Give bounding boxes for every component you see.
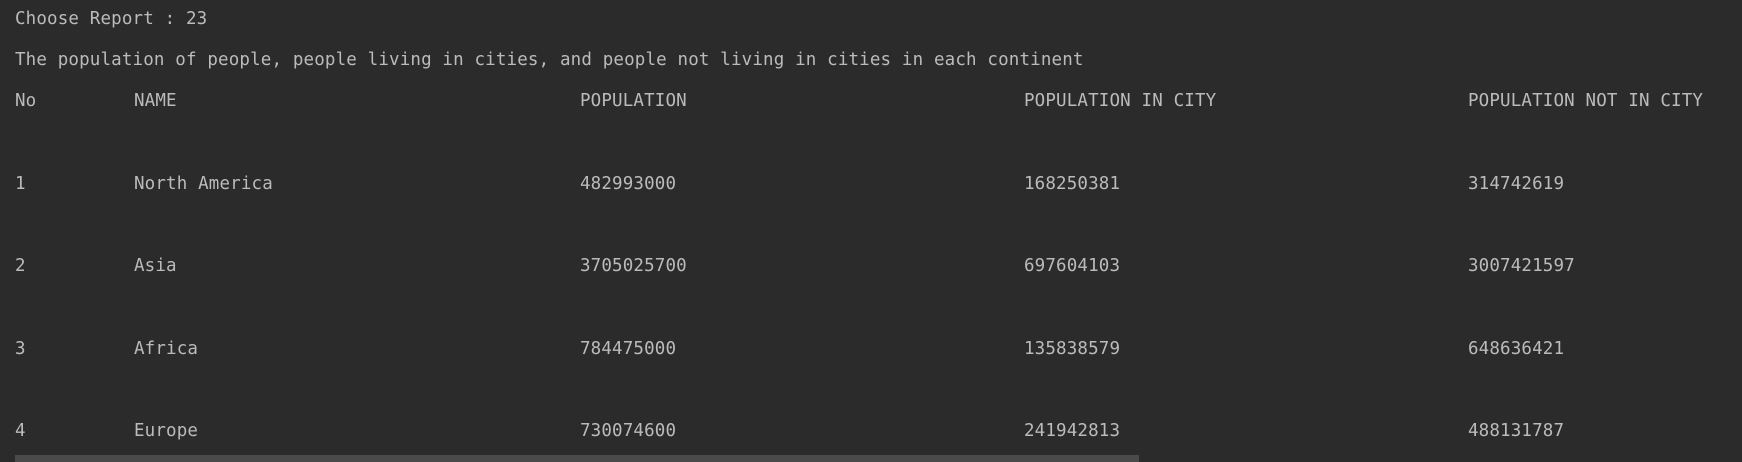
- row-no: 4: [15, 421, 26, 441]
- row-population-in-city: 168250381: [1024, 174, 1121, 194]
- table-row: 1 North America 482993000 168250381 3147…: [0, 173, 1742, 195]
- column-header-population-in-city: POPULATION IN CITY: [1024, 91, 1217, 111]
- row-no: 2: [15, 256, 26, 276]
- row-name: Europe: [134, 421, 199, 441]
- table-row: 4 Europe 730074600 241942813 488131787: [0, 420, 1742, 442]
- row-population-not-in-city: 648636421: [1468, 339, 1565, 359]
- row-population-not-in-city: 3007421597: [1468, 256, 1575, 276]
- column-header-population: POPULATION: [580, 91, 687, 111]
- table-header: No NAME POPULATION POPULATION IN CITY PO…: [0, 90, 1742, 112]
- column-header-no: No: [15, 91, 37, 111]
- table-row: 3 Africa 784475000 135838579 648636421: [0, 338, 1742, 360]
- column-header-population-not-in-city: POPULATION NOT IN CITY: [1468, 91, 1704, 111]
- row-population-not-in-city: 488131787: [1468, 421, 1565, 441]
- row-population-in-city: 241942813: [1024, 421, 1121, 441]
- horizontal-scrollbar[interactable]: [0, 453, 1742, 462]
- row-name: North America: [134, 174, 273, 194]
- row-population: 3705025700: [580, 256, 687, 276]
- row-population: 730074600: [580, 421, 677, 441]
- row-name: Asia: [134, 256, 177, 276]
- row-name: Africa: [134, 339, 199, 359]
- scrollbar-thumb[interactable]: [15, 455, 1139, 462]
- row-population: 784475000: [580, 339, 677, 359]
- row-population: 482993000: [580, 174, 677, 194]
- row-population-in-city: 135838579: [1024, 339, 1121, 359]
- row-population-in-city: 697604103: [1024, 256, 1121, 276]
- row-no: 1: [15, 174, 26, 194]
- row-no: 3: [15, 339, 26, 359]
- report-prompt: Choose Report : 23: [15, 9, 208, 29]
- row-population-not-in-city: 314742619: [1468, 174, 1565, 194]
- table-row: 2 Asia 3705025700 697604103 3007421597: [0, 255, 1742, 277]
- report-title: The population of people, people living …: [15, 50, 1084, 70]
- column-header-name: NAME: [134, 91, 177, 111]
